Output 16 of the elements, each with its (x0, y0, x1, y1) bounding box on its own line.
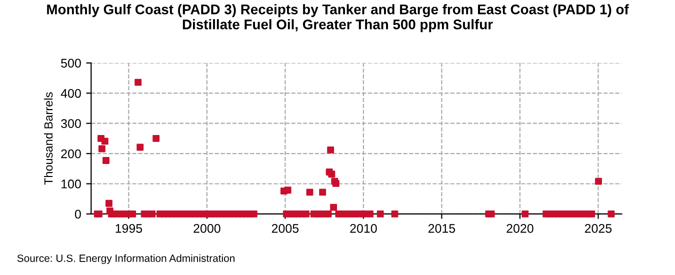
x-tick-label: 2020 (506, 224, 534, 233)
y-tick-label: 100 (62, 180, 81, 188)
x-tick-label: 2005 (272, 224, 299, 233)
x-tick-label: 2010 (350, 224, 377, 233)
y-axis-title: Thousand Barrels (44, 92, 53, 185)
y-tick-label: 300 (61, 119, 81, 128)
x-tick-label: 1995 (116, 224, 142, 233)
chart-title: Monthly Gulf Coast (PADD 3) Receipts by Tanker and Barge from East Coast (PADD 1) of Distillate Fuel Oil, Greater Than 500 ppm Sulfur (47, 4, 629, 32)
x-tick-label: 2025 (584, 224, 612, 233)
x-tick-label: 2000 (194, 224, 220, 233)
x-tick-label: 2015 (428, 224, 456, 233)
y-tick-label: 400 (60, 88, 81, 98)
y-tick-label: 500 (61, 58, 81, 68)
y-tick-label: 0 (74, 210, 81, 219)
y-tick-label: 200 (61, 149, 81, 158)
source-note: Source: U.S. Energy Information Administration (17, 254, 234, 264)
